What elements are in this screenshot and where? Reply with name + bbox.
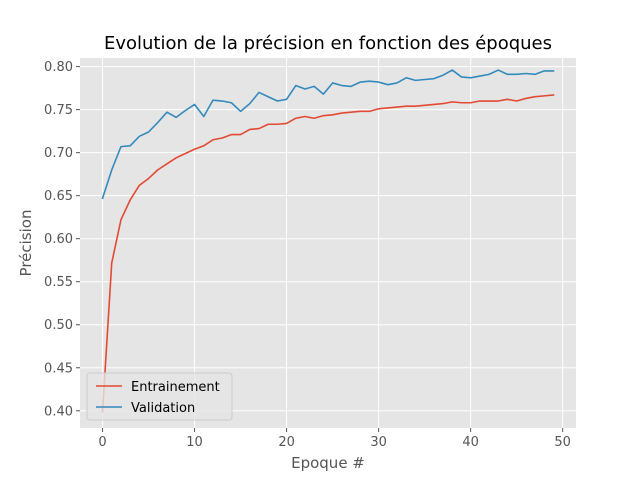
y-tick-label: 0.75 <box>44 103 73 118</box>
x-tick-label: 50 <box>554 435 571 450</box>
gridlines <box>80 58 576 428</box>
legend-label-entrainement: Entrainement <box>131 380 220 395</box>
y-tick-label: 0.50 <box>44 318 73 333</box>
x-tick-label: 10 <box>186 435 203 450</box>
series-line-validation <box>101 69 555 200</box>
series-line-entrainement <box>101 94 555 413</box>
x-tick-label: 20 <box>278 435 295 450</box>
series-layer <box>101 69 555 413</box>
x-tick-label: 30 <box>370 435 387 450</box>
y-tick-label: 0.40 <box>44 404 73 419</box>
y-tick-label: 0.60 <box>44 232 73 247</box>
y-axis-ticks: 0.40 0.45 0.50 0.55 0.60 0.65 0.70 0.75 0.80 <box>44 60 80 419</box>
legend: Entrainement Validation <box>86 372 233 421</box>
legend-box <box>86 372 233 421</box>
plot-area <box>80 58 576 428</box>
y-tick-label: 0.45 <box>44 361 73 376</box>
x-axis-label: Epoque # <box>291 454 365 472</box>
x-tick-label: 40 <box>462 435 479 450</box>
y-tick-label: 0.80 <box>44 60 73 75</box>
x-tick-label: 0 <box>98 435 106 450</box>
chart-title: Evolution de la précision en fonction de… <box>104 33 552 54</box>
y-tick-label: 0.70 <box>44 146 73 161</box>
x-axis-ticks: 0 10 20 30 40 50 <box>98 428 571 450</box>
legend-label-validation: Validation <box>131 401 195 416</box>
y-axis-label: Précision <box>17 210 35 277</box>
y-tick-label: 0.65 <box>44 189 73 204</box>
y-tick-label: 0.55 <box>44 275 73 290</box>
